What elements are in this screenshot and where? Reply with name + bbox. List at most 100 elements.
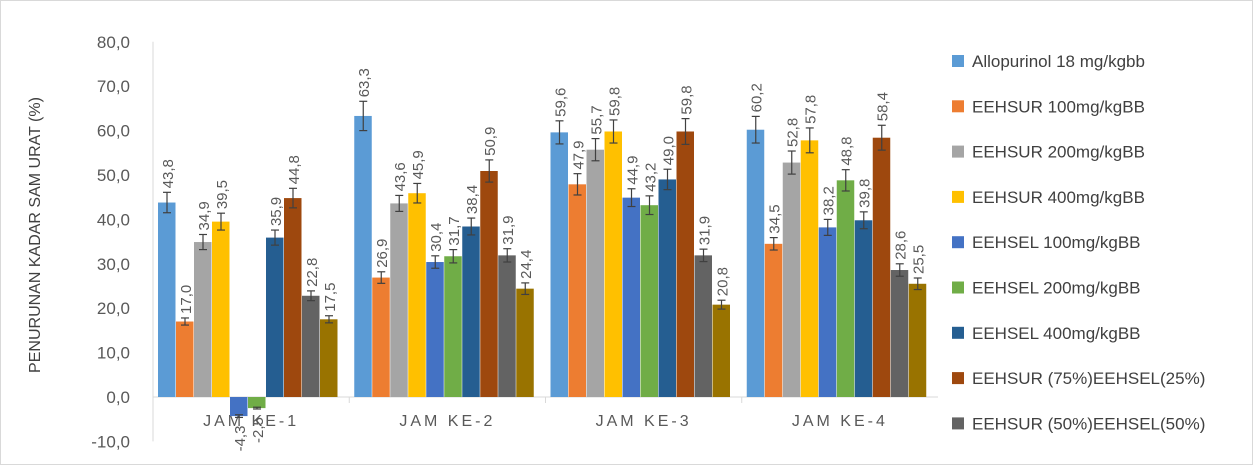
data-label: 35,9 — [268, 197, 285, 226]
bar — [516, 288, 534, 397]
legend-label: EEHSUR (50%)EEHSEL(50%) — [972, 414, 1205, 433]
y-axis: 80,0 70,0 60,0 50,0 40,0 30,0 20,0 10,0 0,0 -10,0 — [91, 33, 154, 451]
error-bar — [805, 127, 814, 154]
data-label: 43,6 — [392, 162, 409, 191]
y-tick-label: 10,0 — [97, 344, 130, 363]
legend-item: EEHSEL 100mg/kgBB — [952, 233, 1141, 252]
error-bar — [895, 263, 904, 277]
error-bar — [199, 233, 207, 251]
data-label: 22,8 — [304, 258, 321, 287]
error-bar — [449, 248, 458, 264]
y-tick-label: 40,0 — [97, 210, 130, 229]
data-label: -2,5 — [250, 417, 267, 443]
bar — [212, 221, 230, 397]
error-bar — [325, 315, 333, 324]
legend: Allopurinol 18 mg/kgbb EEHSUR 100mg/kgBB E… — [952, 52, 1205, 433]
x-tick-label: JAM KE-3 — [596, 413, 692, 430]
error-bar — [859, 211, 868, 230]
bars — [158, 115, 927, 417]
bar — [712, 304, 730, 397]
data-label: 24,4 — [518, 250, 535, 279]
error-bar — [573, 173, 582, 196]
x-tick-label: JAM KE-4 — [792, 413, 888, 430]
bar — [872, 137, 891, 398]
data-label: 39,8 — [857, 179, 874, 208]
bar — [622, 197, 640, 397]
bar — [372, 277, 390, 397]
legend-item: EEHSEL 200mg/kgBB — [952, 279, 1141, 298]
legend-label: EEHSUR 100mg/kgBB — [972, 97, 1145, 116]
legend-item: Allopurinol 18 mg/kgbb — [952, 52, 1145, 71]
data-label: 43,2 — [643, 163, 660, 192]
x-tick-label: JAM KE-1 — [203, 413, 299, 430]
legend-item: EEHSEL 400mg/kgBB — [952, 324, 1141, 343]
legend-swatch — [952, 100, 964, 113]
error-bar — [431, 255, 440, 269]
bar — [498, 255, 516, 397]
error-bar — [377, 271, 386, 284]
data-label: 52,8 — [785, 118, 802, 147]
legend-swatch — [952, 145, 964, 158]
error-bar — [413, 182, 422, 204]
data-label: 50,9 — [482, 127, 499, 156]
bar — [836, 180, 855, 397]
data-label: 48,8 — [839, 136, 856, 165]
data-label: 63,3 — [356, 68, 373, 97]
error-bar — [521, 282, 530, 296]
bar — [782, 162, 801, 397]
error-bar — [913, 277, 922, 291]
data-label: 43,8 — [160, 159, 177, 188]
data-label: 34,9 — [196, 201, 213, 230]
data-label: 30,4 — [428, 223, 445, 252]
error-bar — [253, 406, 261, 410]
error-bar — [485, 159, 494, 183]
bar — [302, 295, 320, 397]
y-tick-label: 70,0 — [97, 77, 130, 96]
legend-swatch — [952, 190, 964, 203]
error-bar — [163, 191, 171, 214]
data-label: 31,9 — [500, 216, 517, 245]
y-tick-label: 60,0 — [97, 122, 130, 141]
bar — [462, 226, 480, 397]
legend-label: EEHSEL 400mg/kgBB — [972, 324, 1141, 343]
bar — [284, 198, 302, 397]
data-label: 49,0 — [661, 136, 678, 165]
legend-swatch — [952, 55, 964, 67]
bar — [194, 242, 212, 397]
legend-item: EEHSUR 400mg/kgBB — [952, 188, 1145, 207]
data-label: 31,7 — [446, 216, 463, 245]
error-bar — [717, 299, 726, 310]
data-label: 26,9 — [374, 239, 391, 268]
legend-label: Allopurinol 18 mg/kgbb — [972, 52, 1145, 71]
bar — [230, 397, 248, 417]
error-bar — [751, 115, 760, 144]
error-bar — [681, 118, 690, 145]
error-bar — [395, 194, 404, 213]
data-label: 28,6 — [893, 231, 910, 260]
y-tick-label: 30,0 — [97, 255, 130, 274]
error-bar — [699, 248, 708, 263]
bar — [908, 283, 927, 397]
error-bar — [467, 217, 476, 236]
bar — [658, 179, 676, 397]
error-bars — [163, 100, 922, 419]
error-bar — [289, 187, 297, 209]
y-tick-label: 0,0 — [106, 388, 130, 407]
error-bar — [235, 414, 243, 419]
legend-item: EEHSUR (75%)EEHSEL(25%) — [952, 369, 1205, 388]
data-label: 38,2 — [821, 186, 838, 215]
data-label: 55,7 — [589, 105, 606, 134]
error-bar — [271, 229, 279, 246]
data-label: 57,8 — [803, 95, 820, 124]
legend-label: EEHSUR 200mg/kgBB — [972, 143, 1145, 162]
legend-item: EEHSUR 100mg/kgBB — [952, 97, 1145, 116]
data-label: 59,8 — [607, 87, 624, 116]
bar — [158, 202, 176, 397]
data-label: 58,4 — [875, 92, 892, 121]
bar — [408, 193, 426, 397]
y-tick-label: 20,0 — [97, 299, 130, 318]
bar — [800, 140, 819, 398]
bar — [354, 115, 372, 397]
